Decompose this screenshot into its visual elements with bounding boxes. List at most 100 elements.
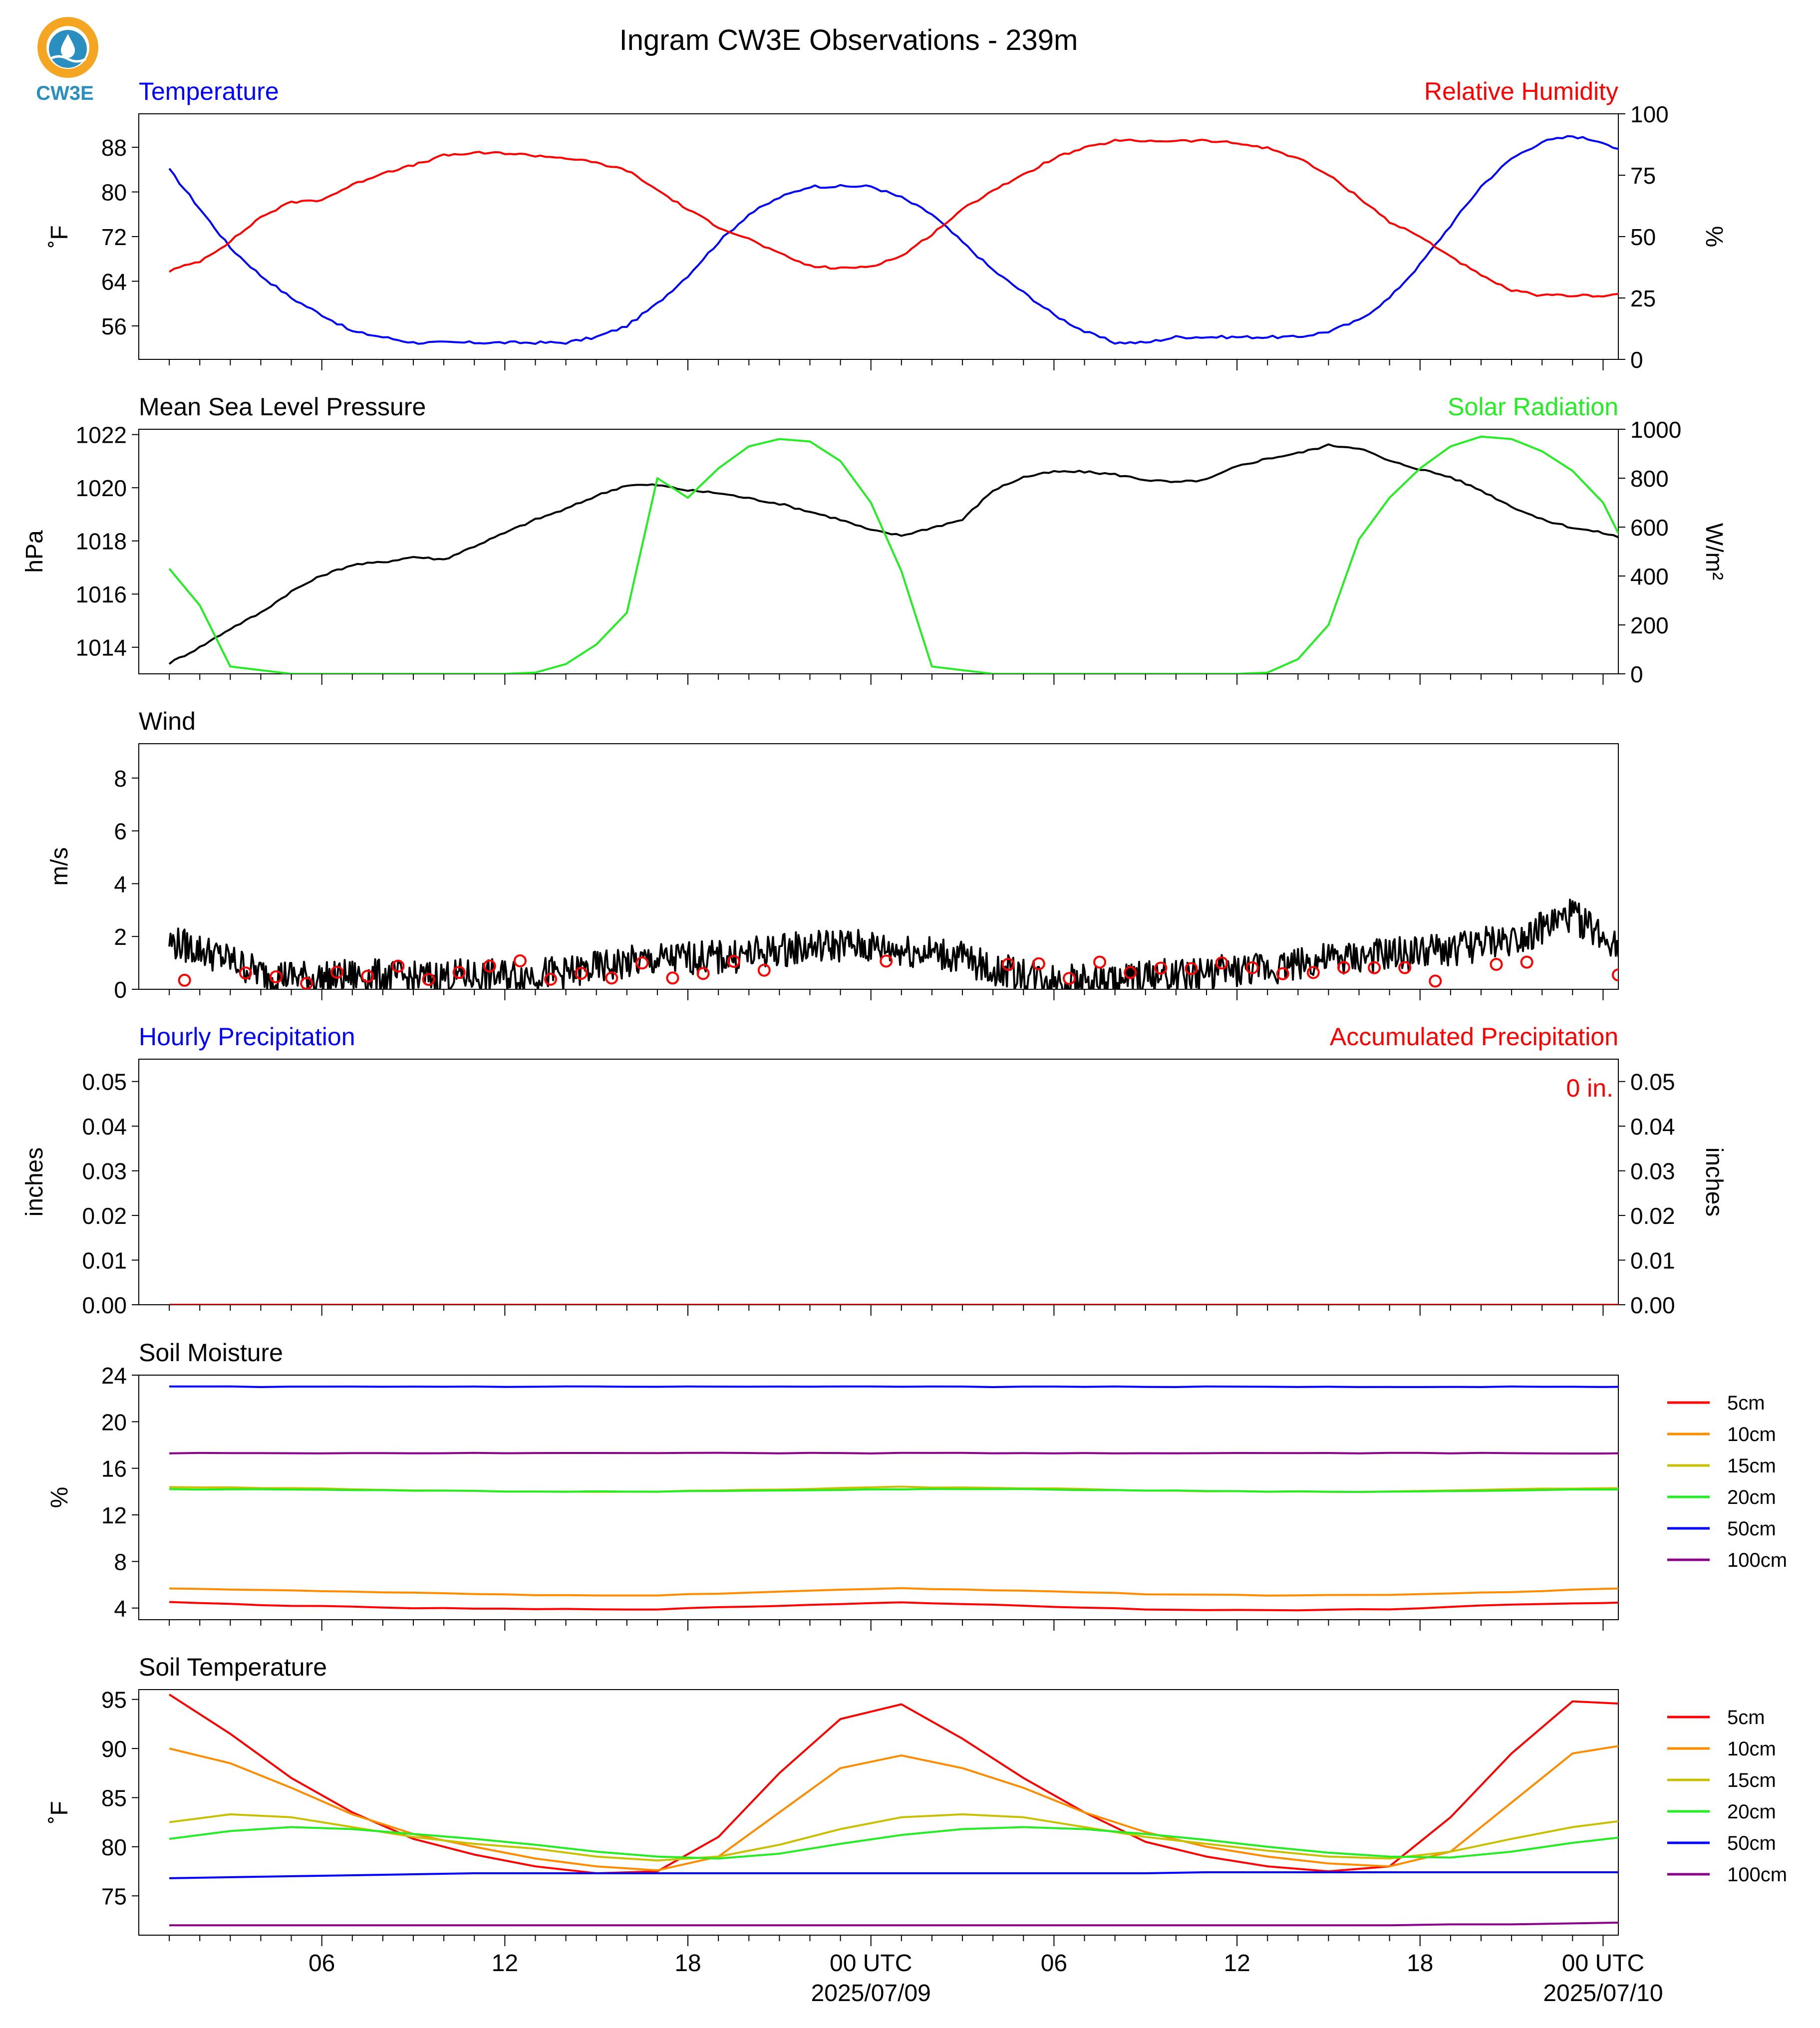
- series-group: [169, 1385, 1618, 1612]
- y-tick-label-left: 90: [101, 1736, 127, 1762]
- legend-label: 15cm: [1727, 1455, 1776, 1477]
- wind-barb-marker: [1490, 958, 1503, 971]
- panel-title-left: Hourly Precipitation: [139, 1023, 355, 1051]
- series-group: [168, 898, 1618, 989]
- y-tick-label-left: 0.05: [82, 1069, 127, 1095]
- y-tick-label-right: 0.01: [1630, 1248, 1675, 1274]
- wind-barb-marker: [1001, 958, 1015, 971]
- series-line-relative-humidity: [169, 138, 1618, 298]
- panel-title-left: Soil Moisture: [139, 1339, 283, 1367]
- wind-barb-marker: [1306, 966, 1320, 979]
- x-tick-label: 12: [1223, 1950, 1250, 1977]
- series-group: [168, 135, 1618, 345]
- y-tick-label-left: 88: [101, 135, 127, 161]
- y-tick-label-right: 75: [1630, 163, 1656, 189]
- y-axis-label-right: inches: [1701, 1148, 1727, 1217]
- accumulated-precip-value: 0 in.: [1566, 1074, 1613, 1102]
- y-tick-label-left: 72: [101, 224, 127, 250]
- wind-barb-marker: [1245, 961, 1259, 974]
- panel-title-left: Temperature: [139, 77, 279, 105]
- wind-barb-marker: [1368, 961, 1381, 974]
- y-tick-label-right: 600: [1630, 515, 1669, 541]
- wind-barb-marker: [544, 972, 558, 986]
- wind-barb-marker: [513, 954, 527, 967]
- y-tick-label-right: 0.05: [1630, 1069, 1675, 1095]
- y-tick-label-left: 0.04: [82, 1114, 127, 1140]
- series-line-15cm: [169, 1813, 1618, 1862]
- panel-temp_rh: Temperature Relative Humidity 88 80 72 64 56 10…: [46, 77, 1727, 373]
- legend-label: 5cm: [1727, 1392, 1765, 1414]
- y-tick-label-left: 1020: [76, 475, 127, 501]
- series-line-50cm: [169, 1871, 1618, 1879]
- wind-barb-marker: [1032, 957, 1045, 970]
- series-line-100cm: [169, 1921, 1618, 1927]
- wind-barb-marker: [1215, 956, 1228, 970]
- legend-label: 50cm: [1727, 1518, 1776, 1540]
- cw3e-logo: CW3E: [36, 17, 98, 104]
- series-line-mean-sea-level-pressure: [168, 443, 1618, 665]
- wind-barb-marker: [452, 966, 466, 979]
- panels: Temperature Relative Humidity888072645610…: [21, 77, 1787, 1946]
- wind-barb-marker: [1276, 967, 1289, 980]
- panel-frame: [138, 1375, 1619, 1620]
- legend: 5cm 10cm 15cm 20cm 50cm 100cm: [1667, 1707, 1787, 1886]
- panel-title-right: Accumulated Precipitation: [1330, 1023, 1618, 1051]
- y-tick-label-left: 95: [101, 1687, 127, 1713]
- wind-barb-marker: [575, 967, 588, 980]
- y-tick-label-right: 0: [1630, 347, 1643, 373]
- y-axis-label-left: m/s: [46, 847, 73, 885]
- wind-barb-marker: [1154, 961, 1168, 975]
- y-tick-label-right: 0.02: [1630, 1203, 1675, 1229]
- legend-label: 10cm: [1727, 1424, 1776, 1446]
- panel-title-left: Wind: [139, 707, 196, 735]
- y-tick-label-left: 12: [101, 1502, 127, 1528]
- x-tick-label: 06: [308, 1950, 335, 1977]
- legend-label: 100cm: [1727, 1549, 1787, 1571]
- wind-barb-marker: [1337, 961, 1350, 974]
- y-tick-label-right: 800: [1630, 466, 1669, 492]
- legend-label: 20cm: [1727, 1486, 1776, 1508]
- series-line-temperature: [168, 135, 1618, 345]
- series-line-20cm: [169, 1488, 1618, 1493]
- logo-drop-icon: [61, 34, 75, 58]
- y-tick-label-left: 1022: [76, 422, 127, 448]
- y-tick-label-left: 0.03: [82, 1159, 127, 1184]
- wind-barb-marker: [605, 971, 618, 985]
- series-line-20cm: [169, 1826, 1618, 1860]
- panel-wind: Wind 8 6 4 2 0 m/s: [46, 707, 1619, 1003]
- y-tick-label-left: 1016: [76, 581, 127, 607]
- y-tick-label-left: 0.00: [82, 1292, 127, 1318]
- time-axis: 06 12 18 00 UTC 06 12 18 00 UTC 2025/07/09 2025/0…: [308, 1950, 1663, 2007]
- y-tick-label-left: 64: [101, 269, 127, 294]
- series-group: [169, 1694, 1618, 1927]
- legend-label: 50cm: [1727, 1832, 1776, 1854]
- series-line-wind: [168, 898, 1618, 989]
- wind-barb-marker: [1429, 974, 1442, 988]
- y-tick-label-right: 0.04: [1630, 1114, 1675, 1140]
- y-tick-label-left: 2: [114, 924, 127, 950]
- y-tick-label-left: 56: [101, 313, 127, 339]
- y-tick-label-right: 0: [1630, 661, 1643, 687]
- y-axis-label-left: ˚F: [46, 1801, 73, 1823]
- y-tick-label-left: 1018: [76, 529, 127, 555]
- wind-barb-marker: [1398, 961, 1412, 974]
- series-group: [168, 435, 1618, 674]
- legend-label: 20cm: [1727, 1801, 1776, 1823]
- wind-barb-marker: [1062, 972, 1076, 985]
- legend-label: 5cm: [1727, 1707, 1765, 1729]
- y-tick-label-left: 1014: [76, 635, 127, 661]
- wind-barb-marker: [178, 973, 191, 987]
- wind-barb-marker: [330, 965, 344, 979]
- y-tick-label-right: 1000: [1630, 417, 1681, 443]
- panel-title-right: Solar Radiation: [1448, 393, 1618, 421]
- logo-ring: [37, 17, 98, 78]
- wind-barb-marker: [239, 966, 252, 980]
- y-tick-label-right: 200: [1630, 612, 1669, 638]
- x-tick-label: 18: [1407, 1950, 1433, 1977]
- wind-barb-marker: [696, 967, 710, 980]
- y-tick-label-left: 4: [114, 871, 127, 897]
- wind-barb-marker: [880, 954, 893, 968]
- wind-barb-marker: [1520, 955, 1533, 969]
- wind-barb-marker: [1612, 968, 1618, 982]
